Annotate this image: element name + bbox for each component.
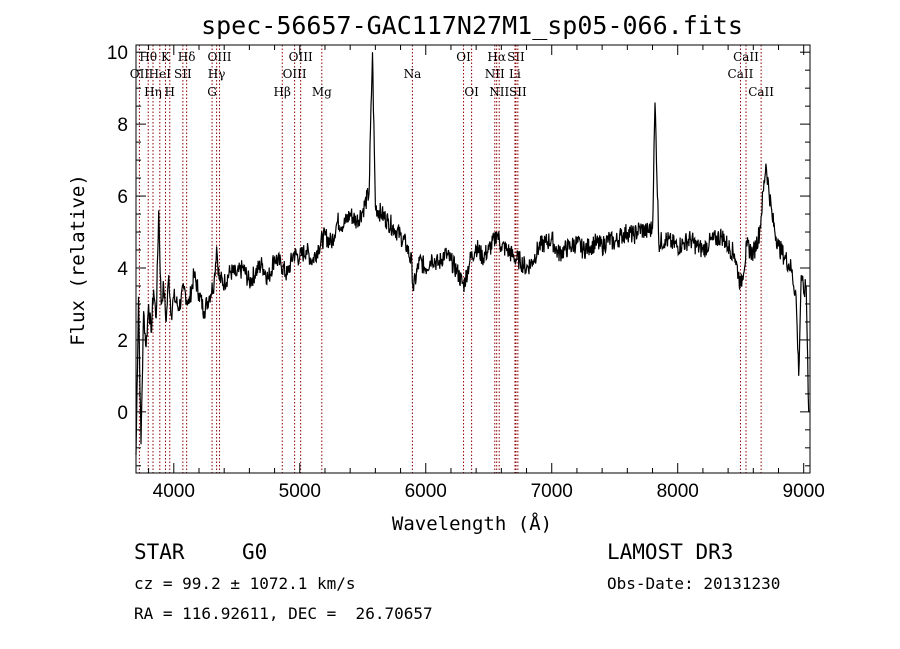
line-marker-label: NII	[485, 67, 505, 81]
line-marker-label: OIII	[289, 50, 313, 64]
survey-name: LAMOST DR3	[607, 540, 734, 564]
x-tick-label: 4000	[153, 481, 195, 502]
line-marker-label: Hη	[144, 85, 162, 99]
y-tick-label: 0	[117, 403, 128, 424]
y-tick-label: 10	[107, 43, 128, 64]
line-marker-label: OII	[130, 67, 150, 81]
x-axis-label: Wavelength (Å)	[392, 512, 552, 535]
line-marker-label: NII	[489, 85, 509, 99]
object-subclass: G0	[242, 540, 268, 564]
plot-frame	[135, 44, 811, 474]
observation-date: Obs-Date: 20131230	[607, 574, 781, 593]
line-marker-label: OI	[456, 50, 471, 64]
x-tick-label: 8000	[657, 481, 699, 502]
line-marker-label: Hγ	[208, 67, 226, 81]
x-tick-label: 6000	[405, 481, 447, 502]
line-marker-label: H	[165, 85, 175, 99]
x-tick-label: 5000	[279, 481, 321, 502]
line-marker-label: SII	[507, 50, 525, 64]
line-marker-label: SII	[509, 85, 527, 99]
object-class: STAR	[134, 540, 185, 564]
line-marker-label: HeI	[149, 67, 172, 81]
y-axis-label: Flux (relative)	[67, 174, 89, 346]
line-marker-label: CaII	[748, 85, 774, 99]
y-tick-label: 4	[117, 259, 128, 280]
line-marker-label: K	[161, 50, 171, 64]
y-tick-label: 6	[117, 187, 128, 208]
chart-title: spec-56657-GAC117N27M1_sp05-066.fits	[201, 11, 743, 40]
line-marker-label: OIII	[207, 50, 231, 64]
line-marker-label: Hα	[487, 50, 506, 64]
line-markers: OIIHθHηHeIKHSIIHδGHγOIIIHβOIIIOIIIMgNaOI…	[130, 45, 774, 473]
line-marker-label: CaII	[728, 67, 754, 81]
line-marker-label: G	[207, 85, 217, 99]
line-marker-label: Na	[404, 67, 422, 81]
line-marker-label: CaII	[733, 50, 759, 64]
y-tick-label: 8	[117, 115, 128, 136]
x-tick-label: 9000	[783, 481, 825, 502]
coordinates: RA = 116.92611, DEC = 26.70657	[134, 604, 433, 623]
redshift-velocity: cz = 99.2 ± 1072.1 km/s	[134, 574, 356, 593]
line-marker-label: Mg	[312, 85, 332, 99]
spectrum-line	[135, 52, 810, 456]
x-tick-label: 7000	[531, 481, 573, 502]
line-marker-label: Hβ	[274, 85, 291, 99]
line-marker-label: OI	[464, 85, 479, 99]
line-marker-label: Hδ	[178, 50, 196, 64]
line-marker-label: SII	[174, 67, 192, 81]
line-marker-label: OIII	[283, 67, 307, 81]
y-tick-label: 2	[117, 331, 128, 352]
axis-ticks: 4000 5000 6000 7000 8000 9000 0 2 4 6 8 10	[107, 43, 825, 502]
line-marker-label: Li	[509, 67, 521, 81]
